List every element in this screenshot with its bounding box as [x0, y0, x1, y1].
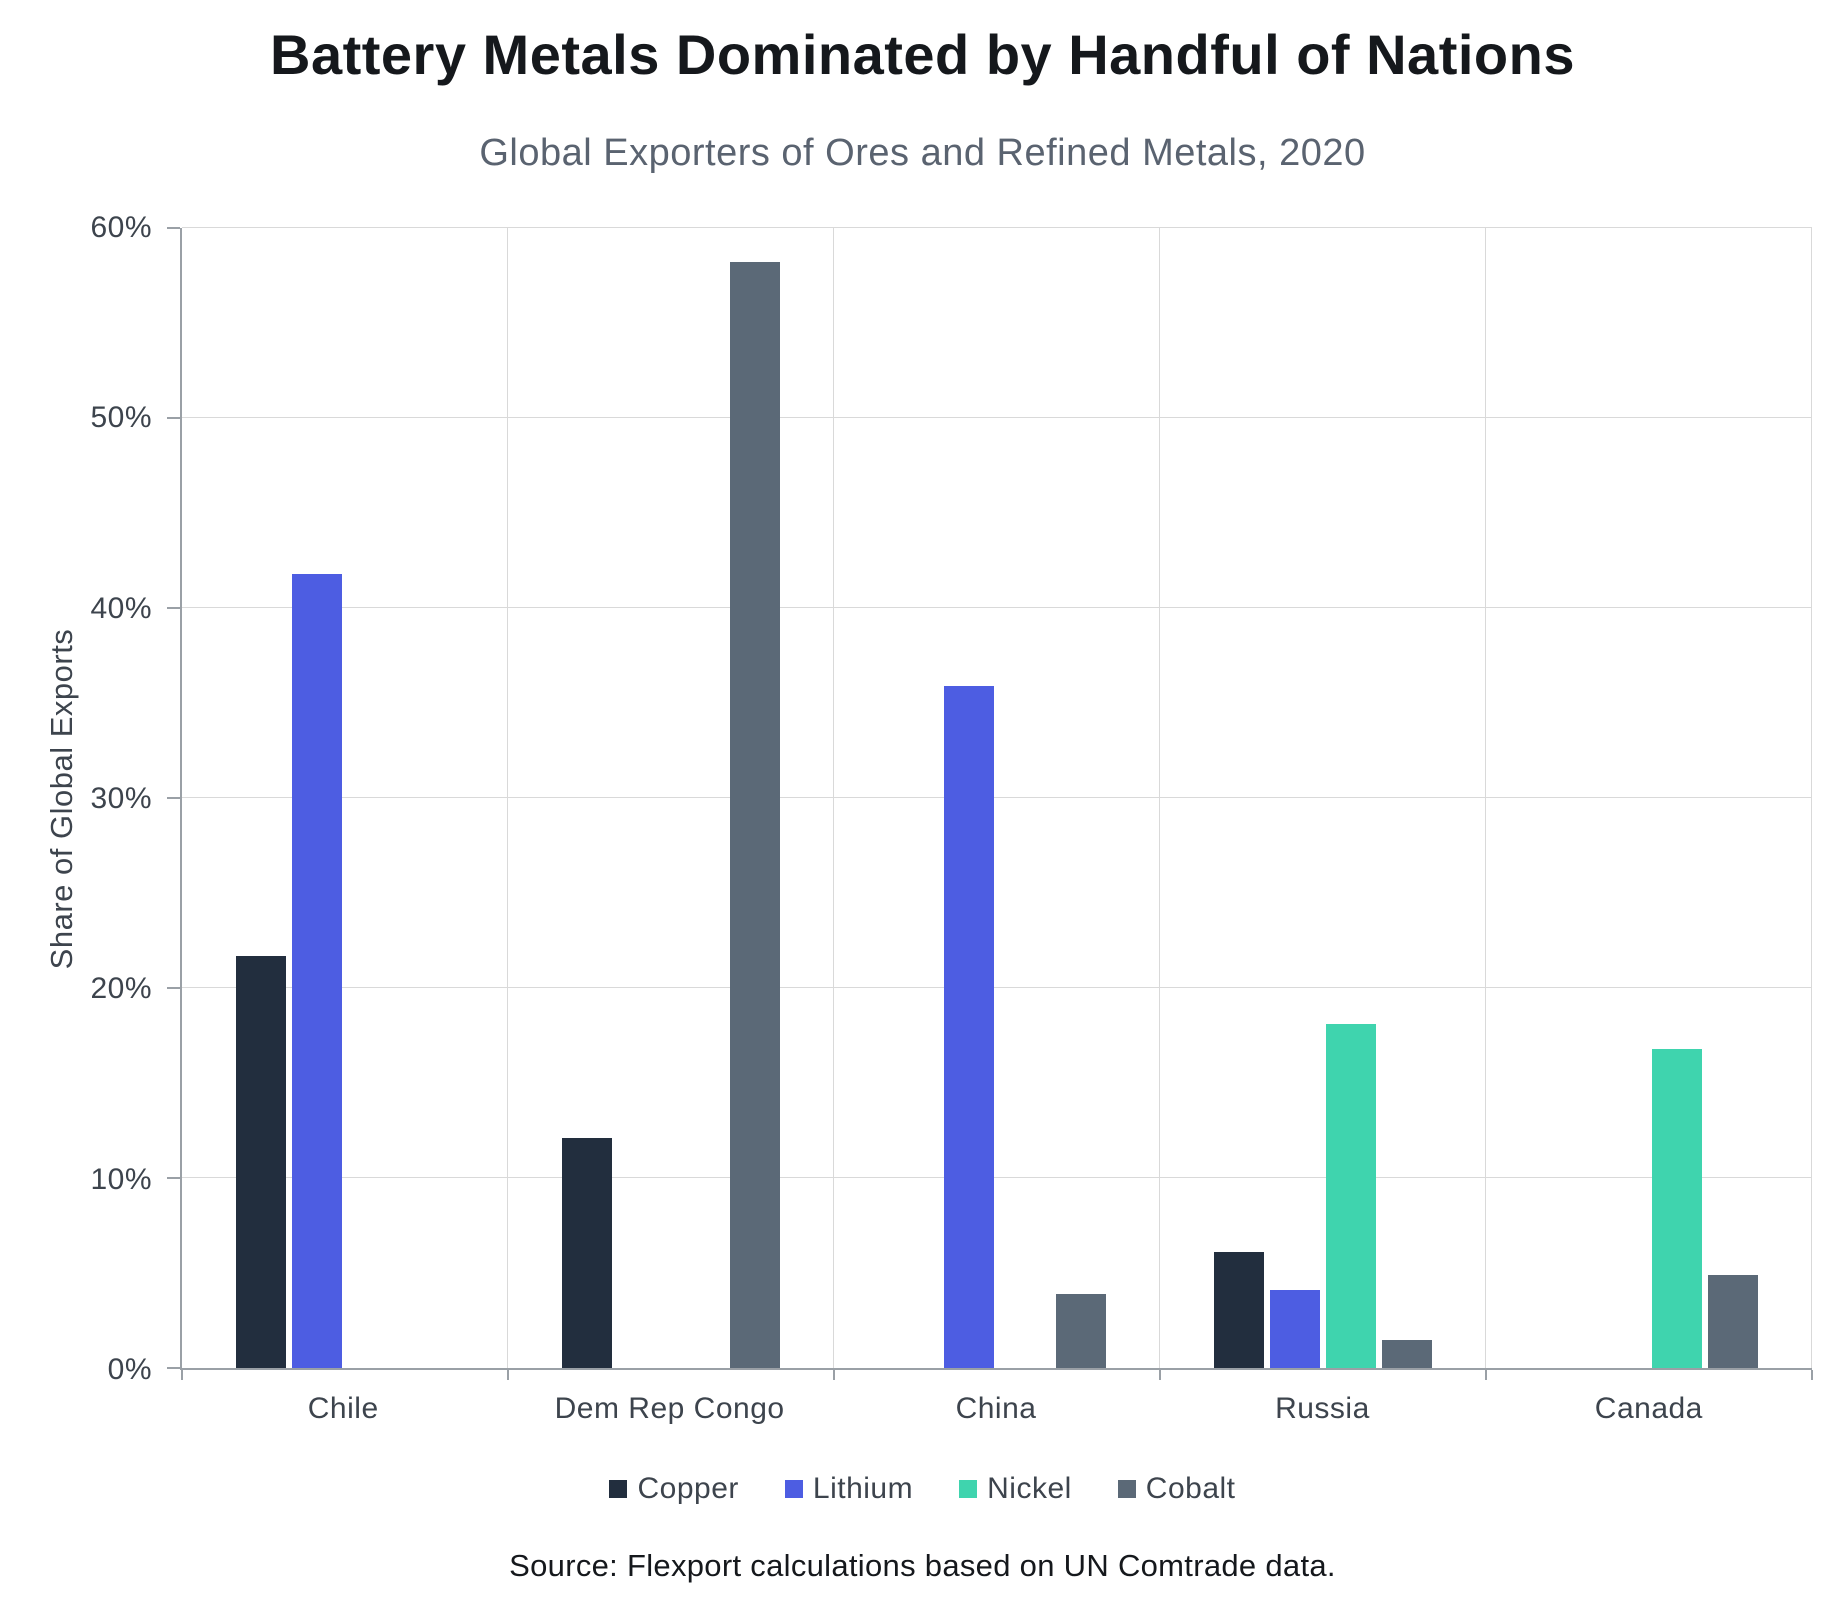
legend-swatch-copper [609, 1480, 628, 1498]
legend-item-copper: Copper [609, 1472, 738, 1506]
y-tick-mark [167, 227, 180, 229]
bar-cluster-canada [1486, 228, 1811, 1368]
y-tick-mark [167, 1177, 180, 1180]
legend-label-copper: Copper [637, 1472, 739, 1505]
x-axis: Chile Dem Rep Congo China Russia Canada [180, 1392, 1812, 1426]
y-axis: 0% 10% 20% 30% 40% 50% 60% [0, 211, 158, 1386]
plot-area [167, 227, 1813, 1380]
legend-swatch-cobalt [1117, 1480, 1136, 1498]
legend-item-lithium: Lithium [784, 1472, 914, 1506]
plot-column-canada [1486, 228, 1812, 1368]
bar-cobalt-russia [1381, 1339, 1432, 1368]
gridline-40 [182, 607, 1812, 608]
bar-cobalt-china [1055, 1293, 1106, 1368]
bar-lithium-china [943, 685, 994, 1368]
y-tick-label: 50% [90, 401, 152, 435]
y-tick-label: 10% [90, 1162, 152, 1196]
legend-swatch-lithium [784, 1480, 803, 1498]
gridline-60 [182, 227, 1812, 228]
gridline-10 [182, 1177, 1812, 1178]
gridline-20 [182, 987, 1812, 988]
chart-subtitle: Global Exporters of Ores and Refined Met… [479, 132, 1366, 174]
legend-swatch-nickel [959, 1480, 978, 1498]
x-tick-mark [181, 1370, 183, 1380]
plot-column-russia [1160, 228, 1486, 1368]
x-tick-label-dem-rep-congo: Dem Rep Congo [554, 1392, 785, 1425]
x-tick-label-chile: Chile [307, 1392, 379, 1425]
y-tick-mark [167, 417, 180, 419]
bar-copper-dem-rep-congo [561, 1138, 612, 1368]
source-note: Source: Flexport calculations based on U… [509, 1548, 1336, 1583]
x-tick-label-russia: Russia [1275, 1392, 1370, 1425]
x-tick-label-china: China [955, 1392, 1037, 1425]
gridline-30 [182, 797, 1812, 798]
bar-cobalt-dem-rep-congo [729, 262, 780, 1368]
y-tick-mark [167, 1367, 180, 1369]
x-tick-mark [1159, 1370, 1161, 1380]
bar-nickel-russia [1325, 1024, 1376, 1368]
chart-title: Battery Metals Dominated by Handful of N… [270, 23, 1575, 86]
gridline-50 [182, 417, 1812, 418]
legend-label-nickel: Nickel [987, 1472, 1072, 1505]
bar-cluster-dem-rep-congo [508, 228, 833, 1368]
bar-copper-russia [1213, 1252, 1264, 1368]
legend: Copper Lithium Nickel Cobalt [0, 1472, 1845, 1506]
legend-label-cobalt: Cobalt [1145, 1472, 1236, 1505]
bar-lithium-chile [291, 573, 342, 1368]
bar-lithium-russia [1269, 1290, 1320, 1368]
y-tick-label: 0% [107, 1353, 152, 1386]
y-tick-label: 30% [90, 782, 152, 815]
x-tick-mark [1811, 1370, 1813, 1380]
y-tick-mark [167, 797, 180, 799]
legend-item-nickel: Nickel [959, 1472, 1072, 1506]
bar-cluster-chile [182, 228, 507, 1368]
plot-column-dem-rep-congo [508, 228, 834, 1368]
y-tick-mark [167, 987, 180, 990]
plot-column-china [834, 228, 1160, 1368]
x-tick-label-canada: Canada [1594, 1392, 1703, 1425]
bar-cobalt-canada [1707, 1274, 1758, 1368]
y-tick-mark [167, 607, 180, 610]
x-tick-mark [833, 1370, 835, 1380]
x-tick-mark [1485, 1370, 1487, 1380]
y-tick-label: 60% [90, 211, 152, 244]
bar-cluster-russia [1160, 228, 1485, 1368]
plot-column-chile [182, 228, 508, 1368]
y-tick-label: 40% [90, 591, 152, 625]
bar-cluster-china [834, 228, 1159, 1368]
bar-copper-chile [235, 955, 286, 1368]
bar-nickel-canada [1651, 1048, 1702, 1368]
y-tick-label: 20% [90, 972, 152, 1006]
legend-item-cobalt: Cobalt [1117, 1472, 1236, 1506]
legend-label-lithium: Lithium [812, 1472, 914, 1505]
x-tick-mark [507, 1370, 509, 1380]
